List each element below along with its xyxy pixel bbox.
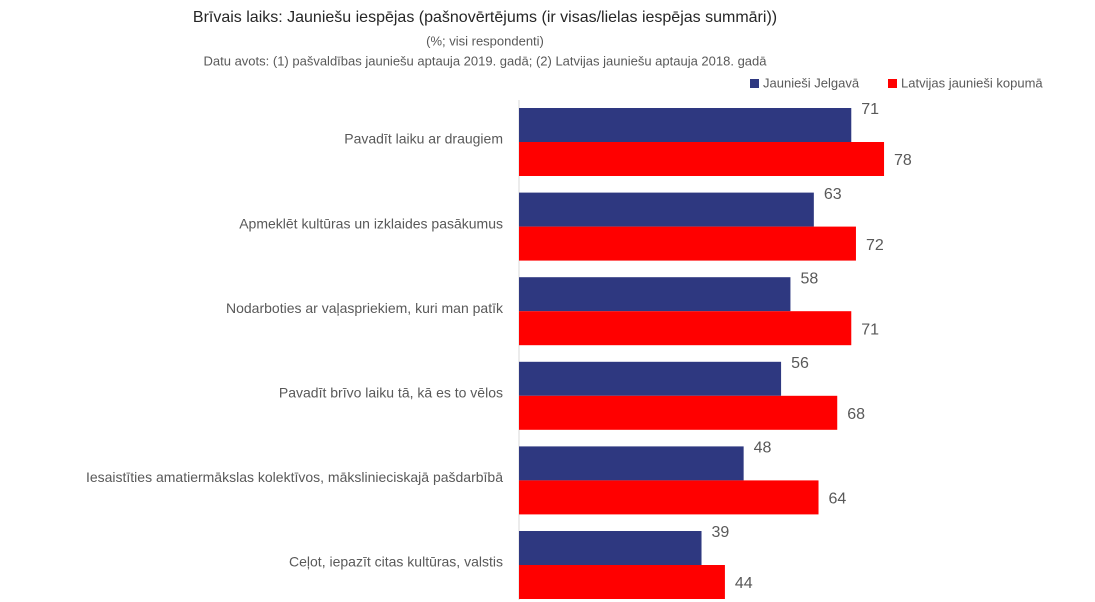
value-label: 63 — [824, 186, 842, 203]
value-label: 64 — [829, 491, 847, 508]
category-label: Apmeklēt kultūras un izklaides pasākumus — [239, 215, 503, 231]
category-label: Pavadīt laiku ar draugiem — [344, 131, 503, 147]
bar — [519, 531, 702, 565]
bar — [519, 277, 791, 312]
bar — [519, 446, 744, 481]
value-label: 56 — [791, 355, 809, 372]
chart-title: Brīvais laiks: Jauniešu iespējas (pašnov… — [193, 9, 777, 26]
bar — [519, 395, 838, 430]
category-label: Pavadīt brīvo laiku tā, kā es to vēlos — [279, 385, 503, 401]
value-label: 72 — [866, 237, 884, 254]
value-label: 71 — [861, 321, 879, 338]
category-label: Ceļot, iepazīt citas kultūras, valstis — [289, 554, 503, 570]
bar — [519, 480, 819, 515]
bar — [519, 192, 814, 227]
bar — [519, 565, 725, 599]
bar — [519, 142, 885, 176]
legend-label: Latvijas jaunieši kopumā — [901, 75, 1043, 90]
bar — [519, 226, 856, 261]
chart-subtitle: (%; visi respondenti) — [426, 33, 544, 48]
chart-source: Datu avots: (1) pašvaldības jauniešu apt… — [204, 53, 768, 68]
bar — [519, 361, 782, 396]
legend-swatch — [750, 79, 759, 88]
legend-label: Jaunieši Jelgavā — [763, 75, 860, 90]
value-label: 44 — [735, 575, 753, 592]
bar — [519, 108, 852, 142]
value-label: 68 — [847, 406, 865, 423]
legend-swatch — [888, 79, 897, 88]
value-label: 39 — [712, 524, 730, 541]
value-label: 78 — [894, 152, 912, 169]
value-label: 58 — [800, 270, 818, 287]
value-label: 48 — [754, 440, 772, 457]
category-label: Nodarboties ar vaļaspriekiem, kuri man p… — [226, 300, 504, 316]
category-label: Iesaistīties amatiermākslas kolektīvos, … — [86, 469, 503, 485]
bar — [519, 311, 852, 346]
value-label: 71 — [861, 101, 879, 118]
